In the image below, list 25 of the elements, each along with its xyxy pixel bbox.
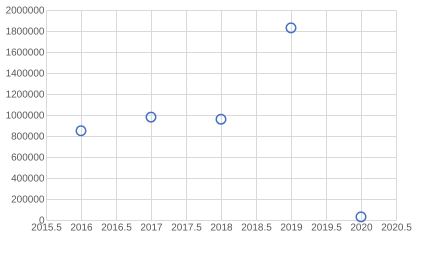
x-tick-label: 2016.5 bbox=[101, 222, 132, 234]
y-tick-label: 200000 bbox=[11, 194, 45, 206]
x-tick-label: 2016 bbox=[70, 222, 94, 234]
point bbox=[356, 211, 366, 222]
x-tick-label: 2017.5 bbox=[171, 222, 202, 234]
x-tick-label: 2017 bbox=[140, 222, 164, 234]
y-tick-label: 800000 bbox=[11, 132, 45, 142]
x-tick-label: 2019.5 bbox=[311, 222, 342, 234]
point bbox=[146, 112, 156, 123]
y-tick-label: 400000 bbox=[11, 174, 45, 184]
x-tick-label: 2020.5 bbox=[381, 222, 412, 234]
y-tick-label: 1400000 bbox=[6, 68, 45, 80]
y-tick-label: 600000 bbox=[11, 152, 45, 164]
point bbox=[76, 125, 86, 136]
y-tick-label: 1200000 bbox=[6, 90, 45, 100]
y-tick-label: 1000000 bbox=[6, 110, 45, 122]
x-tick-label: 2018 bbox=[210, 222, 234, 234]
point bbox=[216, 114, 226, 125]
x-tick-label: 2018.5 bbox=[241, 222, 272, 234]
y-tick-label: 1800000 bbox=[6, 26, 45, 38]
y-tick-label: 1600000 bbox=[6, 48, 45, 58]
x-tick-label: 2019 bbox=[280, 222, 304, 234]
y-tick-label: 2000000 bbox=[6, 6, 45, 16]
x-tick-label: 2020 bbox=[350, 222, 374, 234]
point bbox=[286, 22, 296, 34]
